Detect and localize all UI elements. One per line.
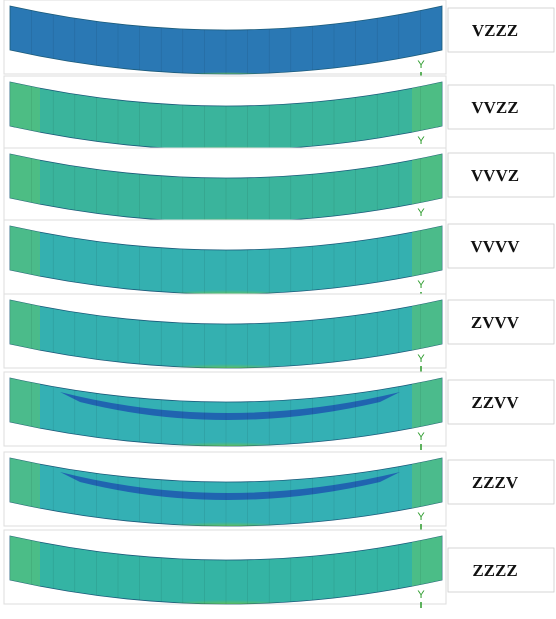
low-stress-band [60, 472, 400, 500]
edge-zone [10, 226, 40, 282]
label-box [447, 223, 555, 269]
contours [10, 536, 442, 604]
panel-label: ZZZV [472, 473, 519, 492]
stress-peak [116, 274, 336, 294]
stress-peak [116, 130, 336, 150]
edge-zone [10, 536, 40, 592]
edge-zone [10, 378, 40, 434]
contours [10, 300, 442, 368]
edge-zone [412, 378, 442, 434]
panel-label: ZZVV [471, 393, 519, 412]
label-box [447, 7, 555, 53]
label-box [447, 379, 555, 425]
stress-peak [116, 506, 336, 526]
stress-peak [116, 202, 336, 222]
label-box [447, 152, 555, 198]
stress-peak [156, 64, 296, 74]
edge-zone [10, 458, 40, 514]
panel-label: ZVVV [471, 313, 520, 332]
axis-label: Y [417, 589, 425, 601]
beam [9, 5, 443, 75]
label-box [447, 84, 555, 130]
contours [10, 458, 442, 526]
edge-zone [412, 154, 442, 210]
panel-label: VVZZ [471, 98, 518, 117]
contours [10, 226, 442, 294]
axis-label: Y [417, 511, 425, 523]
beam-panel: VVVV Y [3, 219, 555, 298]
beam-panel: ZVVV Y [3, 293, 555, 372]
axis-label: Y [417, 279, 425, 291]
panel-label: VVVZ [471, 166, 519, 185]
stress-peak [116, 348, 336, 368]
contours [31, 10, 421, 74]
stress-peak [116, 426, 336, 446]
axis-label: Y [417, 353, 425, 365]
axis-label: Y [417, 207, 425, 219]
beam-panel: VVZZ Y [3, 75, 555, 154]
axis-label: Y [417, 59, 425, 71]
edge-zone [10, 300, 40, 356]
edge-zone [412, 300, 442, 356]
contours [10, 378, 442, 446]
axis-label: Y [417, 135, 425, 147]
contours [10, 154, 442, 222]
low-stress-band [60, 392, 400, 420]
contours [10, 82, 442, 150]
edge-zone [10, 154, 40, 210]
edge-zone [412, 82, 442, 138]
label-box [447, 547, 555, 593]
label-box [447, 299, 555, 345]
axis-label: Y [417, 431, 425, 443]
edge-zone [412, 226, 442, 282]
beam-panel: VZZZ Y [3, 0, 555, 78]
beam-panel: ZZZV Y [3, 451, 555, 530]
panel-label: VVVV [470, 237, 520, 256]
beam-panel: ZZVV Y [3, 371, 555, 450]
beam-panel: ZZZZ Y [3, 529, 555, 608]
panel-label: VZZZ [472, 21, 518, 40]
edge-zone [412, 458, 442, 514]
edge-zone [10, 82, 40, 138]
stress-peak [116, 584, 336, 604]
beam-panel: VVVZ Y [3, 147, 555, 226]
label-box [447, 459, 555, 505]
edge-zone [412, 536, 442, 592]
panel-label: ZZZZ [472, 561, 517, 580]
